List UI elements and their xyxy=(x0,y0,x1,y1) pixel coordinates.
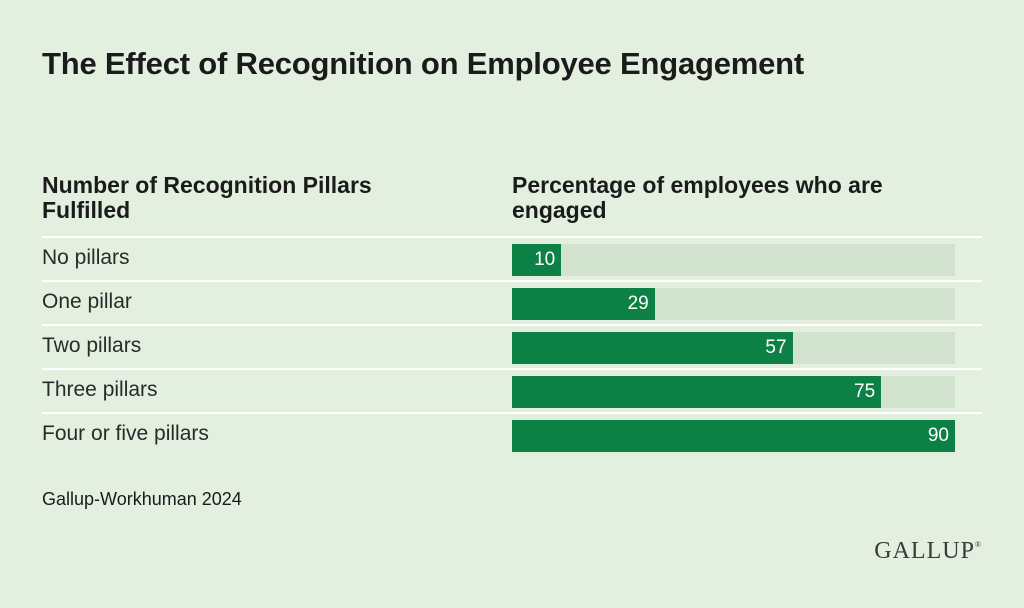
category-label: Four or five pillars xyxy=(42,422,209,445)
bar-track: 75 xyxy=(512,376,955,408)
bar: 10 xyxy=(512,244,562,276)
category-label: Three pillars xyxy=(42,378,158,401)
chart-row: Four or five pillars 90 xyxy=(42,412,982,456)
bar: 29 xyxy=(512,288,655,320)
category-label: Two pillars xyxy=(42,334,142,357)
bar: 75 xyxy=(512,376,882,408)
source-note: Gallup-Workhuman 2024 xyxy=(42,489,242,509)
chart-row: Two pillars 57 xyxy=(42,324,982,368)
category-label: One pillar xyxy=(42,290,132,313)
bar: 57 xyxy=(512,332,793,364)
chart-row: Three pillars 75 xyxy=(42,368,982,412)
bar-value-label: 29 xyxy=(627,293,649,314)
bar-track: 57 xyxy=(512,332,955,364)
bar-track: 90 xyxy=(512,420,955,452)
bar-value-label: 75 xyxy=(854,381,876,402)
bar-value-label: 90 xyxy=(927,425,949,446)
bar-chart: No pillars 10 One pillar 29 Two pillars 57 Thr… xyxy=(42,236,982,456)
bar-track: 10 xyxy=(512,244,955,276)
category-label: No pillars xyxy=(42,246,130,269)
chart-row: No pillars 10 xyxy=(42,236,982,280)
bar: 90 xyxy=(512,420,955,452)
bar-value-label: 10 xyxy=(534,249,556,270)
bar-track: 29 xyxy=(512,288,955,320)
gallup-logo: GALLUP® xyxy=(874,538,982,564)
bar-value-label: 57 xyxy=(765,337,787,358)
value-column-header: Percentage of employees who are engaged xyxy=(512,172,883,223)
chart-title: The Effect of Recognition on Employee En… xyxy=(42,46,805,81)
category-column-header: Number of Recognition Pillars Fulfilled xyxy=(42,172,372,223)
chart-row: One pillar 29 xyxy=(42,280,982,324)
